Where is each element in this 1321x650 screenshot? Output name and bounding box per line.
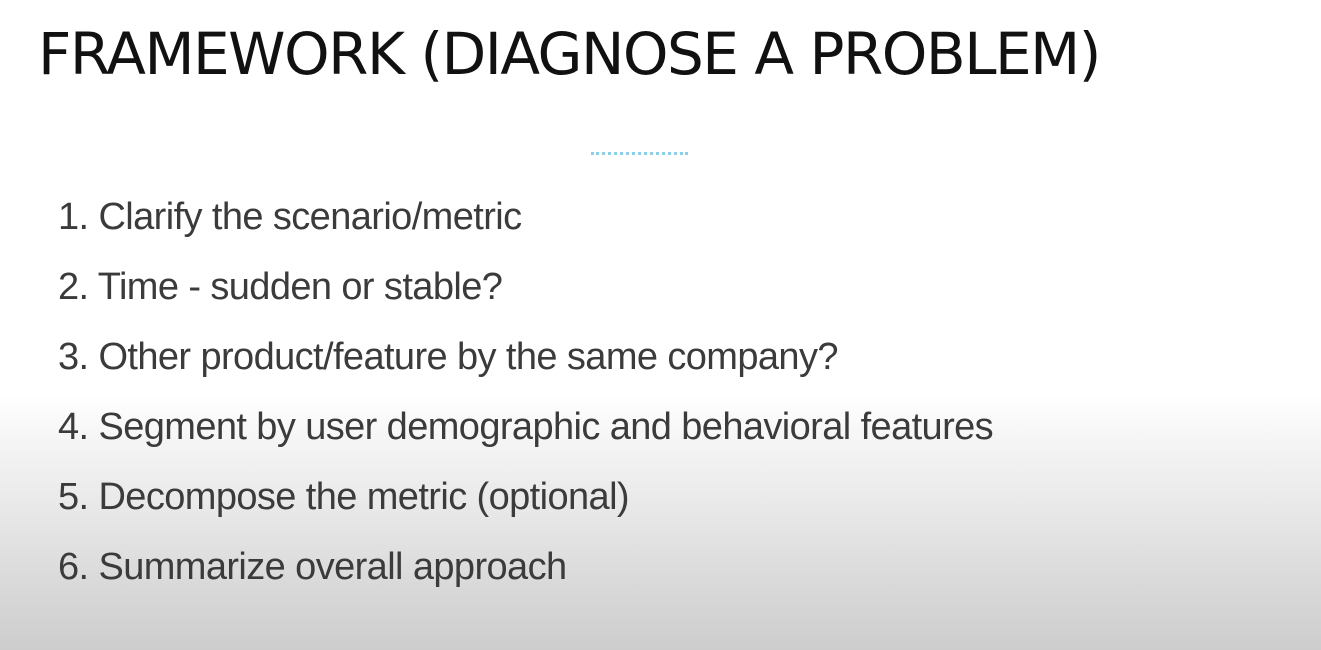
step-clarify-scenario: 1. Clarify the scenario/metric	[58, 196, 522, 238]
step-other-products: 3. Other product/feature by the same com…	[58, 336, 838, 378]
step-summarize-approach: 6. Summarize overall approach	[58, 546, 567, 588]
step-time-check: 2. Time - sudden or stable?	[58, 266, 503, 308]
slide-title: FRAMEWORK (DIAGNOSE A PROBLEM)	[38, 20, 1101, 88]
framework-steps-list: 1. Clarify the scenario/metric 2. Time -…	[58, 194, 994, 614]
dotted-divider	[591, 152, 688, 155]
step-decompose-metric: 5. Decompose the metric (optional)	[58, 476, 630, 518]
step-segment-users: 4. Segment by user demographic and behav…	[58, 406, 994, 448]
